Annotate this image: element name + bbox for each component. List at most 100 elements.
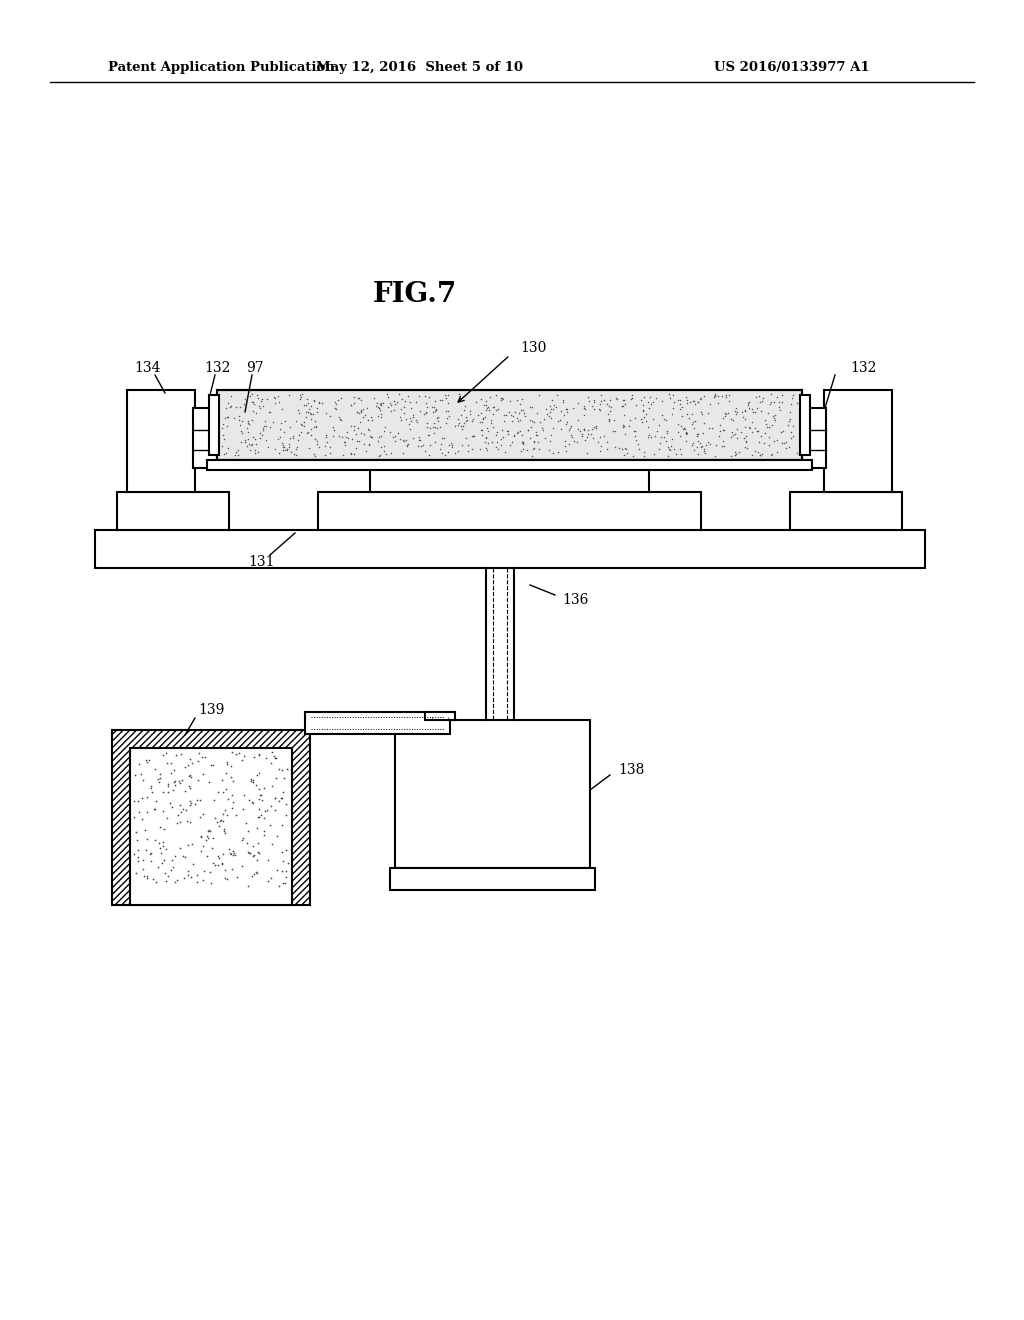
Point [438, 408, 455, 429]
Point [216, 818, 232, 840]
Point [555, 389, 571, 411]
Point [200, 828, 216, 849]
Point [772, 421, 788, 442]
Point [131, 754, 147, 775]
Point [750, 420, 766, 441]
Point [263, 834, 280, 855]
Point [175, 845, 191, 866]
Point [678, 404, 694, 425]
Point [247, 429, 263, 450]
Point [292, 388, 308, 409]
Point [375, 392, 391, 413]
Point [306, 445, 323, 466]
Point [771, 392, 787, 413]
Point [274, 781, 291, 803]
Point [440, 393, 457, 414]
Point [689, 444, 706, 465]
Point [590, 432, 606, 453]
Point [430, 411, 446, 432]
Point [154, 842, 170, 863]
Point [453, 405, 469, 426]
Point [259, 389, 275, 411]
Point [538, 399, 554, 420]
Point [322, 405, 338, 426]
Point [432, 417, 449, 438]
Point [452, 412, 468, 433]
Point [155, 744, 171, 766]
Point [417, 385, 433, 407]
Point [400, 385, 417, 407]
Point [530, 438, 547, 459]
Point [249, 817, 265, 838]
Point [487, 425, 504, 446]
Point [663, 387, 679, 408]
Point [731, 441, 748, 462]
Point [699, 403, 716, 424]
Point [246, 746, 262, 767]
Point [195, 803, 211, 824]
Point [254, 424, 270, 445]
Point [183, 792, 200, 813]
Point [706, 387, 722, 408]
Point [284, 441, 300, 462]
Point [636, 387, 652, 408]
Point [156, 832, 172, 853]
Point [769, 429, 785, 450]
Point [227, 445, 244, 466]
Point [400, 414, 417, 436]
Point [404, 407, 421, 428]
Point [139, 752, 156, 774]
Point [622, 409, 638, 430]
Point [187, 793, 204, 814]
Point [163, 752, 179, 774]
Point [525, 412, 542, 433]
Point [281, 436, 297, 457]
Point [278, 411, 294, 432]
Point [243, 434, 259, 455]
Point [592, 399, 608, 420]
Point [189, 751, 206, 772]
Point [466, 425, 482, 446]
Point [172, 837, 188, 858]
Point [523, 445, 540, 466]
Point [322, 442, 338, 463]
Point [215, 425, 231, 446]
Point [678, 424, 694, 445]
Point [199, 846, 215, 867]
Point [270, 875, 287, 896]
Point [565, 430, 582, 451]
Point [515, 400, 531, 421]
Point [146, 758, 163, 779]
Point [218, 442, 234, 463]
Point [411, 436, 427, 457]
Point [415, 434, 431, 455]
Point [532, 412, 549, 433]
Point [214, 853, 230, 874]
Point [506, 425, 522, 446]
Point [727, 422, 743, 444]
Point [150, 768, 166, 789]
Point [738, 437, 755, 458]
Point [205, 853, 221, 874]
Point [477, 437, 494, 458]
Point [244, 434, 260, 455]
Point [500, 424, 516, 445]
Point [784, 387, 801, 408]
Point [262, 867, 279, 888]
Point [230, 409, 247, 430]
Point [728, 397, 744, 418]
Bar [824, 389, 892, 492]
Point [241, 821, 257, 842]
Point [550, 441, 566, 462]
Point [188, 865, 205, 886]
Point [270, 385, 287, 407]
Point [251, 743, 267, 764]
Point [240, 842, 256, 863]
Point [327, 397, 343, 418]
Point [591, 399, 607, 420]
Point [634, 412, 650, 433]
Point [668, 444, 684, 465]
Point [391, 384, 408, 405]
Point [134, 809, 151, 830]
Point [169, 812, 185, 833]
